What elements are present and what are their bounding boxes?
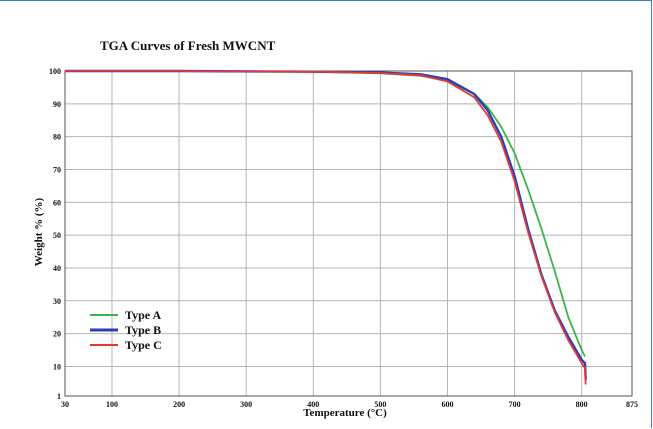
x-tick-label: 600 xyxy=(441,400,453,409)
x-tick-label: 200 xyxy=(173,400,185,409)
x-tick-label: 700 xyxy=(509,400,521,409)
y-tick-label: 60 xyxy=(53,198,61,207)
y-tick-label: 10 xyxy=(53,362,61,371)
x-tick-label: 875 xyxy=(626,400,638,409)
legend-label-type-a: Type A xyxy=(125,308,161,322)
grid-lines xyxy=(65,71,632,396)
y-tick-label: 40 xyxy=(53,264,61,273)
x-tick-label: 500 xyxy=(374,400,386,409)
y-tick-label: 100 xyxy=(49,67,61,76)
x-tick-label: 400 xyxy=(307,400,319,409)
x-tick-label: 100 xyxy=(106,400,118,409)
chart-title: TGA Curves of Fresh MWCNT xyxy=(100,38,276,53)
y-tick-label: 1 xyxy=(57,392,61,401)
y-tick-label: 30 xyxy=(53,297,61,306)
x-axis-label: Temperature (°C) xyxy=(303,407,387,419)
x-tick-label: 30 xyxy=(61,400,69,409)
y-tick-label: 50 xyxy=(53,231,61,240)
legend-label-type-c: Type C xyxy=(125,338,162,352)
y-axis-label: Weight % (%) xyxy=(33,197,45,266)
y-tick-label: 20 xyxy=(53,330,61,339)
x-tick-label: 300 xyxy=(240,400,252,409)
tick-labels: 30 100 200 300 400 500 600 700 800 875 1 10 20 30 40 50… xyxy=(49,67,638,409)
y-tick-label: 70 xyxy=(53,165,61,174)
y-tick-label: 90 xyxy=(53,100,61,109)
series-lines xyxy=(65,69,587,385)
x-tick-label: 800 xyxy=(576,400,588,409)
legend-label-type-b: Type B xyxy=(125,323,161,337)
y-tick-label: 80 xyxy=(53,133,61,142)
series-line-type-c xyxy=(65,70,587,385)
